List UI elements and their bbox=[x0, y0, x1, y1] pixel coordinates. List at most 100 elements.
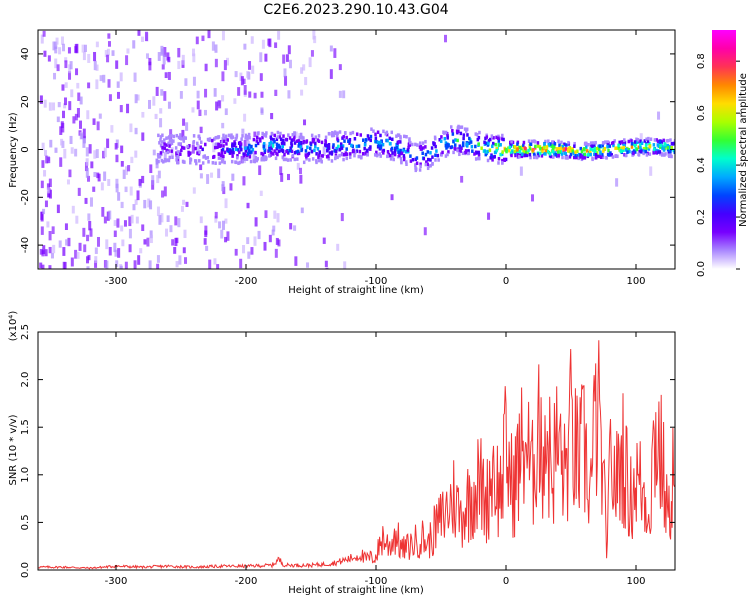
spectrogram-cell bbox=[226, 57, 230, 66]
spectrogram-cell bbox=[141, 175, 145, 184]
spectrogram-cell bbox=[145, 53, 149, 59]
spectrogram-cell bbox=[338, 147, 341, 152]
spectrogram-cell bbox=[474, 132, 478, 136]
spectrogram-cell bbox=[639, 139, 642, 143]
spectrogram-cell bbox=[224, 134, 228, 139]
spectrogram-cell bbox=[444, 141, 448, 145]
spectrogram-cell bbox=[669, 149, 672, 154]
spectrogram-cell bbox=[302, 64, 306, 71]
spectrogram-cell bbox=[248, 143, 251, 148]
spectrogram-cell bbox=[573, 144, 576, 148]
spectrogram-cell bbox=[222, 144, 225, 148]
spectrogram-cell bbox=[273, 149, 276, 153]
spectrogram-cell bbox=[220, 151, 224, 155]
spectrogram-cell bbox=[484, 136, 487, 141]
spectrogram-cell bbox=[491, 141, 495, 146]
spectrogram-cell bbox=[559, 146, 563, 151]
y-tick-label: 20 bbox=[20, 95, 31, 108]
spectrogram-cell bbox=[282, 157, 286, 162]
spectrogram-cell bbox=[207, 30, 211, 39]
spectrogram-cell bbox=[269, 150, 273, 155]
spectrogram-cell bbox=[577, 156, 580, 161]
spectrogram-cell bbox=[86, 234, 90, 242]
spectrogram-cell bbox=[313, 148, 316, 153]
spectrogram-cell bbox=[181, 159, 185, 164]
spectrogram-cell bbox=[583, 156, 587, 160]
x-tick-label: -200 bbox=[235, 276, 258, 287]
spectrogram-cell bbox=[660, 153, 664, 157]
spectrogram-cell bbox=[363, 146, 366, 151]
spectrogram-cell bbox=[133, 260, 137, 269]
spectrogram-cell bbox=[594, 153, 598, 157]
spectrogram-cell bbox=[218, 221, 222, 229]
spectrogram-cell bbox=[191, 107, 195, 113]
spectrogram-cell bbox=[366, 134, 370, 138]
spectrogram-cell bbox=[407, 145, 410, 150]
spectrogram-cell bbox=[75, 215, 79, 224]
spectrogram-cell bbox=[452, 139, 455, 143]
spectrogram-cell bbox=[182, 118, 186, 126]
spectrogram-cell bbox=[103, 147, 107, 158]
spectrogram-cell bbox=[494, 142, 497, 147]
spectrogram-cell bbox=[642, 149, 646, 153]
spectrogram-cell bbox=[367, 137, 371, 141]
spectrogram-cell bbox=[170, 133, 173, 138]
spectrogram-cell bbox=[567, 147, 571, 151]
spectrogram-cell bbox=[314, 141, 317, 146]
spectrogram-cell bbox=[422, 146, 425, 150]
spectrogram-cell bbox=[571, 147, 574, 151]
spectrogram-cell bbox=[120, 201, 124, 209]
spectrogram-cell bbox=[106, 48, 110, 56]
spectrogram-cell bbox=[116, 218, 120, 228]
spectrogram-cell bbox=[76, 107, 80, 118]
spectrogram-cell bbox=[527, 148, 530, 153]
spectrogram-cell bbox=[500, 152, 504, 156]
spectrogram-cell bbox=[547, 139, 550, 143]
spectrogram-cell bbox=[164, 72, 168, 79]
spectrogram-cell bbox=[200, 140, 203, 144]
spectrogram-x-axis-label: Height of straight line (km) bbox=[288, 285, 424, 296]
spectrogram-cell bbox=[497, 143, 501, 147]
spectrogram-cell bbox=[161, 146, 164, 150]
spectrogram-cell bbox=[157, 159, 160, 164]
spectrogram-cell bbox=[529, 155, 532, 160]
spectrogram-cell bbox=[672, 141, 675, 146]
spectrogram-cell bbox=[402, 154, 406, 158]
spectrogram-cell bbox=[174, 216, 178, 226]
spectrogram-cell bbox=[107, 79, 111, 88]
spectrogram-cell bbox=[429, 158, 432, 162]
spectrogram-cell bbox=[656, 139, 660, 144]
spectrogram-cell bbox=[334, 153, 338, 157]
spectrogram-cell bbox=[105, 260, 109, 269]
spectrogram-cell bbox=[333, 148, 336, 153]
spectrogram-cell bbox=[174, 146, 178, 150]
spectrogram-cell bbox=[268, 153, 271, 158]
spectrogram-cell bbox=[44, 150, 48, 156]
spectrogram-cell bbox=[293, 150, 297, 155]
spectrogram-cell bbox=[254, 150, 257, 155]
spectrogram-cell bbox=[181, 54, 185, 65]
spectrogram-cell bbox=[53, 72, 57, 80]
spectrogram-cell bbox=[44, 249, 48, 257]
spectrogram-cell bbox=[220, 140, 224, 144]
spectrogram-cell bbox=[424, 145, 427, 149]
spectrogram-cell bbox=[264, 143, 268, 153]
spectrogram-cell bbox=[334, 131, 337, 136]
spectrogram-cell bbox=[648, 141, 651, 146]
spectrogram-cell bbox=[658, 140, 662, 144]
spectrogram-cell bbox=[267, 38, 271, 46]
spectrogram-cell bbox=[187, 150, 190, 155]
spectrogram-cell bbox=[403, 134, 406, 139]
spectrogram-cell bbox=[337, 144, 340, 149]
spectrogram-cell bbox=[180, 148, 183, 153]
spectrogram-cell bbox=[183, 229, 187, 239]
spectrogram-cell bbox=[348, 155, 352, 159]
spectrogram-cell bbox=[627, 139, 631, 144]
spectrogram-cell bbox=[644, 149, 647, 154]
spectrogram-cell bbox=[60, 138, 64, 146]
spectrogram-cell bbox=[116, 81, 120, 88]
spectrogram-cell bbox=[85, 158, 89, 166]
spectrogram-cell bbox=[249, 159, 253, 164]
spectrogram-cell bbox=[160, 213, 164, 223]
spectrogram-cell bbox=[459, 131, 463, 136]
